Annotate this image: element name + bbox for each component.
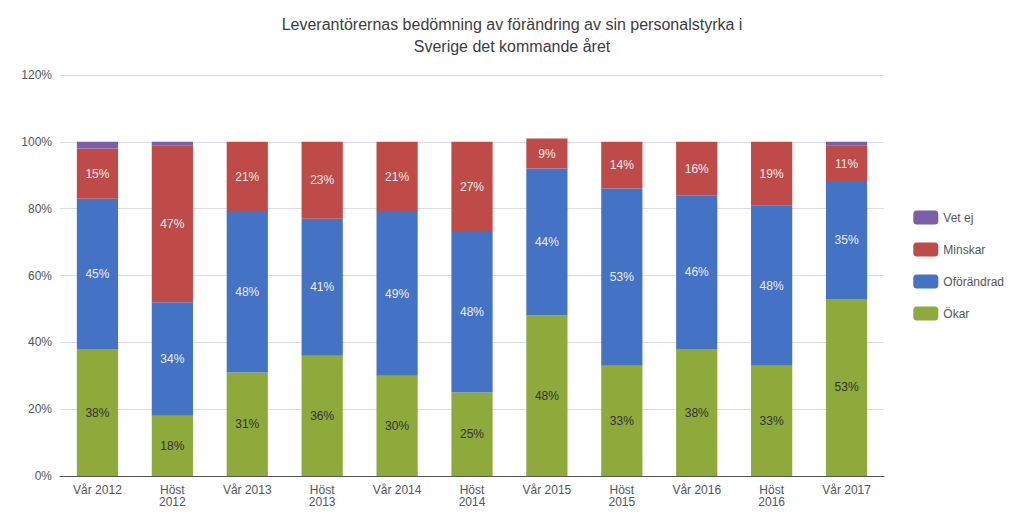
svg-text:48%: 48%: [535, 389, 559, 403]
svg-text:38%: 38%: [85, 406, 109, 420]
svg-text:48%: 48%: [460, 305, 484, 319]
svg-text:21%: 21%: [385, 170, 409, 184]
svg-text:38%: 38%: [685, 406, 709, 420]
svg-text:2013: 2013: [309, 495, 336, 509]
svg-text:Leverantörernas bedömning av f: Leverantörernas bedömning av förändring …: [282, 16, 743, 33]
svg-text:Oförändrad: Oförändrad: [943, 275, 1004, 289]
svg-text:100%: 100%: [21, 135, 52, 149]
svg-text:2016: 2016: [758, 495, 785, 509]
svg-text:23%: 23%: [310, 173, 334, 187]
svg-text:33%: 33%: [760, 414, 784, 428]
svg-text:11%: 11%: [835, 157, 858, 171]
svg-text:48%: 48%: [760, 279, 784, 293]
svg-text:14%: 14%: [610, 158, 634, 172]
svg-text:Höst: Höst: [160, 483, 185, 497]
svg-text:15%: 15%: [85, 167, 109, 181]
svg-text:Vår 2016: Vår 2016: [672, 483, 721, 497]
svg-text:60%: 60%: [28, 269, 52, 283]
svg-text:Vår 2014: Vår 2014: [373, 483, 422, 497]
svg-text:2015: 2015: [608, 495, 635, 509]
svg-text:30%: 30%: [385, 419, 409, 433]
svg-text:25%: 25%: [460, 427, 484, 441]
svg-text:Ökar: Ökar: [943, 307, 969, 321]
svg-text:35%: 35%: [835, 233, 859, 247]
svg-text:53%: 53%: [610, 270, 634, 284]
svg-text:33%: 33%: [610, 414, 634, 428]
svg-text:46%: 46%: [685, 265, 709, 279]
svg-text:9%: 9%: [538, 147, 556, 161]
svg-text:40%: 40%: [28, 335, 52, 349]
svg-text:41%: 41%: [310, 280, 334, 294]
svg-text:27%: 27%: [460, 180, 484, 194]
svg-text:Vet ej: Vet ej: [943, 211, 973, 225]
svg-text:31%: 31%: [235, 417, 259, 431]
svg-text:0%: 0%: [35, 469, 53, 483]
svg-text:44%: 44%: [535, 235, 559, 249]
svg-text:Höst: Höst: [609, 483, 635, 497]
svg-text:Höst: Höst: [309, 483, 335, 497]
svg-text:120%: 120%: [21, 68, 52, 82]
svg-text:Vår 2013: Vår 2013: [223, 483, 272, 497]
svg-text:20%: 20%: [28, 402, 52, 416]
svg-text:Vår 2017: Vår 2017: [822, 483, 871, 497]
svg-text:Höst: Höst: [759, 483, 784, 497]
svg-text:80%: 80%: [28, 202, 52, 216]
svg-text:48%: 48%: [235, 285, 259, 299]
svg-text:2014: 2014: [459, 495, 486, 509]
svg-text:36%: 36%: [310, 409, 334, 423]
svg-text:18%: 18%: [160, 439, 184, 453]
svg-text:16%: 16%: [685, 162, 709, 176]
svg-text:45%: 45%: [85, 267, 109, 281]
svg-text:47%: 47%: [160, 217, 184, 231]
svg-text:21%: 21%: [235, 170, 259, 184]
svg-text:Vår 2015: Vår 2015: [523, 483, 572, 497]
svg-text:Sverige det kommande året: Sverige det kommande året: [414, 38, 611, 55]
svg-text:2012: 2012: [159, 495, 186, 509]
svg-text:Vår 2012: Vår 2012: [73, 483, 122, 497]
svg-text:Höst: Höst: [459, 483, 485, 497]
svg-text:49%: 49%: [385, 287, 409, 301]
svg-text:19%: 19%: [760, 167, 784, 181]
svg-text:53%: 53%: [835, 380, 859, 394]
svg-text:Minskar: Minskar: [943, 243, 985, 257]
svg-text:34%: 34%: [160, 352, 184, 366]
